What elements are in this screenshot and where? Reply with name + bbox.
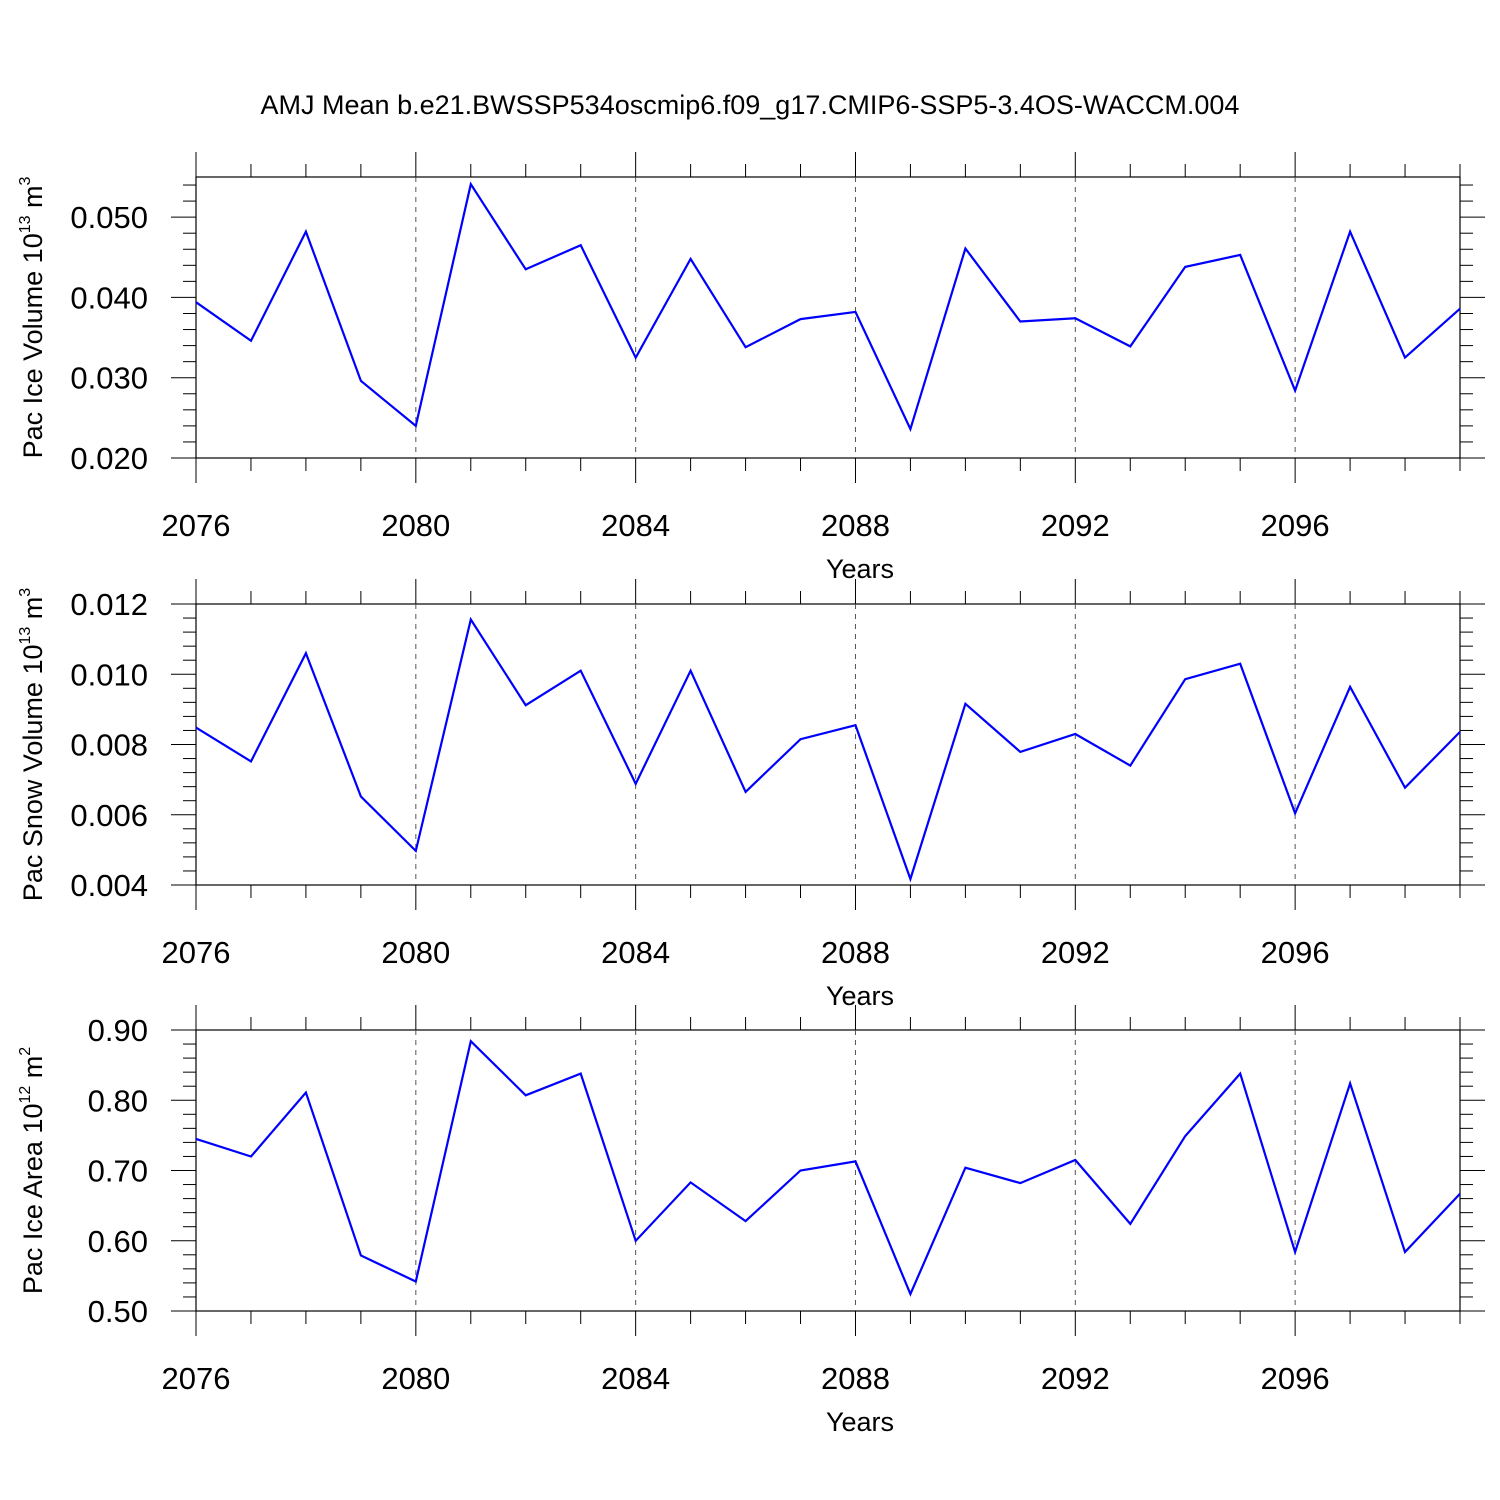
y-axis-label-text: Pac Snow Volume 10 xyxy=(18,645,48,902)
y-tick-label: 0.030 xyxy=(70,361,148,396)
y-axis-label-unit-exponent: 3 xyxy=(17,588,34,597)
y-tick-label: 0.050 xyxy=(70,200,148,235)
y-axis-label-exponent: 13 xyxy=(17,215,34,233)
y-axis-label-unit: m xyxy=(18,185,48,215)
y-axis-label-text: Pac Ice Area 10 xyxy=(18,1104,48,1295)
y-axis-label-unit: m xyxy=(18,597,48,627)
x-tick-label: 2076 xyxy=(162,508,231,543)
y-tick-label: 0.008 xyxy=(70,728,148,763)
x-tick-label: 2092 xyxy=(1041,935,1110,970)
x-tick-label: 2080 xyxy=(381,508,450,543)
y-tick-label: 0.60 xyxy=(88,1224,148,1259)
panel-1: 2076 2080 2084 2088 2092 2096 0.020 0.030 0.040 0… xyxy=(17,152,1485,584)
chart-panels: 2076 2080 2084 2088 2092 2096 0.020 0.030 0.040 0… xyxy=(17,152,1485,1437)
chart-title: AMJ Mean b.e21.BWSSP534oscmip6.f09_g17.C… xyxy=(261,90,1240,120)
panel-3: 2076 2080 2084 2088 2092 2096 0.50 0.60 0.70 0.80… xyxy=(17,1005,1485,1437)
x-tick-label: 2092 xyxy=(1041,1361,1110,1396)
y-axis-label: Pac Ice Volume 1013 m3 xyxy=(17,176,48,458)
y-tick-label: 0.50 xyxy=(88,1294,148,1329)
y-axis-label: Pac Snow Volume 1013 m3 xyxy=(17,588,48,901)
x-tick-label: 2084 xyxy=(601,508,670,543)
y-axis-label-unit-exponent: 2 xyxy=(17,1047,34,1056)
x-tick-label: 2096 xyxy=(1261,935,1330,970)
x-tick-label: 2080 xyxy=(381,935,450,970)
y-tick-label: 0.004 xyxy=(70,868,148,903)
x-tick-label: 2076 xyxy=(162,935,231,970)
y-axis-label-unit: m xyxy=(18,1056,48,1086)
x-tick-label: 2084 xyxy=(601,935,670,970)
series-line xyxy=(195,1039,1461,1297)
y-axis-label-exponent: 13 xyxy=(17,627,34,645)
x-tick-label: 2092 xyxy=(1041,508,1110,543)
y-tick-label: 0.80 xyxy=(88,1083,148,1118)
panel-2: 2076 2080 2084 2088 2092 2096 0.004 0.006 0.008 0… xyxy=(17,579,1485,1011)
x-axis-label: Years xyxy=(826,554,894,584)
y-tick-label: 0.006 xyxy=(70,798,148,833)
x-tick-label: 2088 xyxy=(821,1361,890,1396)
x-tick-label: 2076 xyxy=(162,1361,231,1396)
series-line xyxy=(195,181,1461,433)
y-tick-label: 0.020 xyxy=(70,441,148,476)
y-axis-label: Pac Ice Area 1012 m2 xyxy=(17,1047,48,1294)
y-tick-label: 0.70 xyxy=(88,1154,148,1189)
y-tick-label: 0.012 xyxy=(70,587,148,622)
series-line xyxy=(195,616,1461,883)
x-axis-label: Years xyxy=(826,981,894,1011)
plot-frame xyxy=(195,176,1461,459)
y-tick-label: 0.90 xyxy=(88,1013,148,1048)
x-tick-label: 2084 xyxy=(601,1361,670,1396)
x-tick-label: 2088 xyxy=(821,508,890,543)
x-tick-label: 2088 xyxy=(821,935,890,970)
y-axis-label-unit-exponent: 3 xyxy=(17,176,34,185)
y-axis-label-text: Pac Ice Volume 10 xyxy=(18,233,48,458)
x-tick-label: 2096 xyxy=(1261,1361,1330,1396)
x-axis-label: Years xyxy=(826,1407,894,1437)
x-tick-label: 2096 xyxy=(1261,508,1330,543)
y-tick-label: 0.040 xyxy=(70,280,148,315)
x-tick-label: 2080 xyxy=(381,1361,450,1396)
y-tick-label: 0.010 xyxy=(70,657,148,692)
y-axis-label-exponent: 12 xyxy=(17,1086,34,1104)
